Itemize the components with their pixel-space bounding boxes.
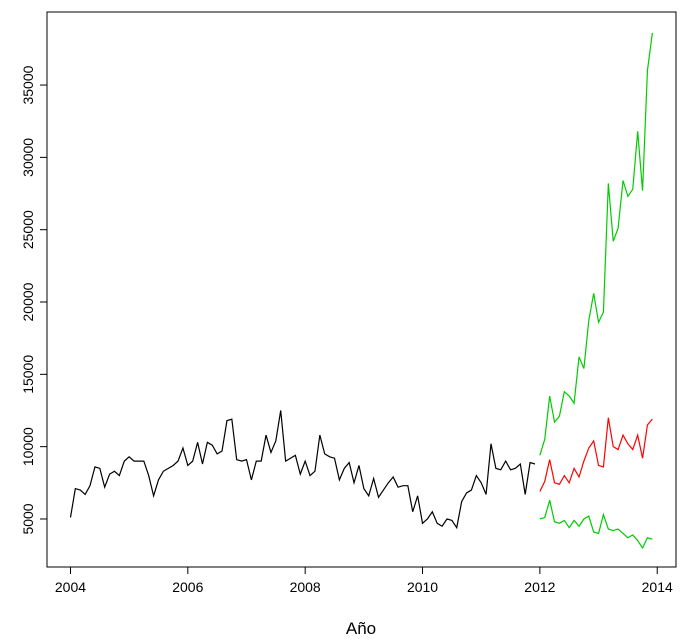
x-tick-label: 2014 — [642, 579, 673, 595]
y-tick-label: 20000 — [20, 282, 36, 321]
y-tick-label: 30000 — [20, 138, 36, 177]
x-axis-label: Año — [346, 619, 376, 638]
x-tick-label: 2012 — [524, 579, 555, 595]
y-tick-label: 5000 — [20, 503, 36, 534]
x-tick-label: 2010 — [407, 579, 438, 595]
x-tick-label: 2004 — [55, 579, 86, 595]
x-tick-label: 2006 — [172, 579, 203, 595]
x-tick-label: 2008 — [290, 579, 321, 595]
series-line — [69, 410, 536, 530]
y-tick-label: 10000 — [20, 427, 36, 466]
y-tick-label: 35000 — [20, 65, 36, 104]
series-line — [539, 32, 653, 456]
y-tick-label: 15000 — [20, 355, 36, 394]
series-line — [539, 500, 653, 550]
plot-box — [46, 11, 677, 568]
y-tick-label: 25000 — [20, 210, 36, 249]
series-line — [539, 417, 653, 492]
